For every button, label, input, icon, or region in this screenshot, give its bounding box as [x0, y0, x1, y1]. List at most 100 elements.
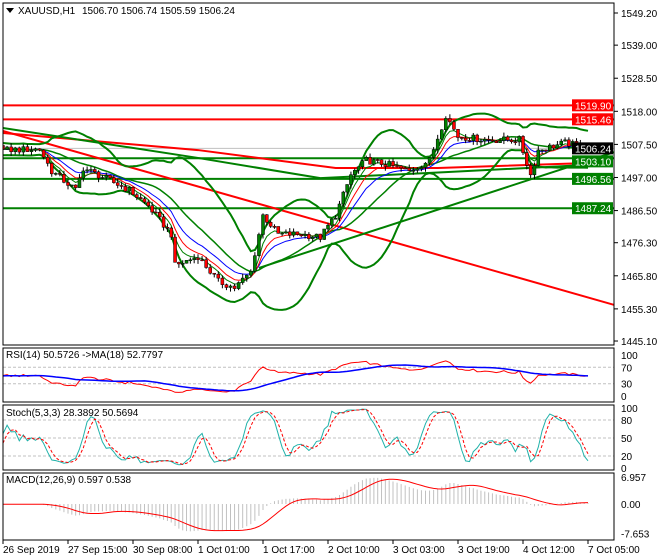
candle-body: [54, 173, 58, 175]
candle-body: [180, 263, 185, 265]
candle-body: [119, 185, 124, 187]
candle-body: [345, 184, 349, 193]
long-moving-average: [3, 132, 589, 170]
candle-body: [45, 156, 50, 164]
candle-body: [41, 149, 46, 158]
candle-body: [13, 147, 17, 152]
candle-body: [188, 259, 193, 262]
candle-body: [184, 260, 189, 264]
candle-body: [173, 236, 177, 263]
candle-body: [154, 211, 158, 214]
candle-body: [5, 146, 9, 150]
candle-body: [353, 170, 357, 175]
price-axis: 1549.20 1539.00 1528.50 1518.00 1507.50 1497.…: [572, 9, 658, 541]
dropdown-triangle-icon[interactable]: [6, 8, 14, 13]
price-tick-label: 1445.10: [621, 337, 658, 348]
candle-body: [498, 140, 502, 143]
candle-body: [555, 144, 560, 149]
candle-body: [161, 216, 166, 228]
candle-body: [314, 233, 319, 238]
macd-axis-label: 0.00: [621, 500, 641, 511]
candle-body: [456, 128, 460, 138]
candle-body: [307, 233, 311, 239]
candle-body: [73, 184, 78, 188]
candle-body: [337, 203, 342, 219]
candle-body: [544, 149, 548, 152]
candle-body: [372, 159, 376, 165]
candle-body: [407, 167, 411, 171]
price-tick-label: 1549.20: [621, 9, 658, 20]
candle-body: [240, 277, 245, 283]
stoch-label: Stoch(5,3,3) 28.3892 50.5694: [6, 408, 139, 419]
candle-body: [108, 175, 112, 179]
candle-body: [112, 177, 116, 183]
price-tick-label: 1507.50: [621, 140, 658, 151]
candle-body: [435, 138, 440, 150]
time-axis: 26 Sep 2019 27 Sep 15:00 30 Sep 08:00 1 Oct…: [2, 540, 640, 556]
candle-body: [548, 144, 552, 151]
candle-body: [517, 136, 521, 143]
time-tick-label: 1 Oct 17:00: [263, 545, 315, 556]
time-tick-label: 26 Sep 2019: [3, 545, 60, 556]
candle-body: [411, 170, 416, 172]
candle-body: [17, 147, 21, 153]
candle-body: [253, 255, 257, 272]
candle-body: [93, 169, 97, 173]
macd-axis-label: -7.653: [621, 530, 650, 541]
candle-body: [318, 233, 323, 240]
price-tick-label: 1476.30: [621, 239, 658, 250]
macd-frame: [2, 472, 615, 541]
candle-body: [532, 165, 537, 176]
candle-body: [360, 160, 365, 167]
candle-body: [419, 167, 424, 170]
candle-body: [525, 152, 529, 166]
candle-body: [272, 226, 277, 228]
stoch-panel[interactable]: [3, 408, 614, 466]
price-panel[interactable]: [2, 104, 615, 311]
candle-body: [200, 259, 204, 261]
price-tick-label: 1539.00: [621, 41, 658, 52]
candle-body: [146, 201, 151, 206]
candle-body: [265, 214, 269, 223]
candle-body: [77, 177, 82, 188]
macd-panel[interactable]: [3, 477, 589, 532]
candle-body: [375, 159, 380, 161]
stoch-axis-label: 50: [621, 434, 633, 445]
candle-body: [310, 236, 315, 239]
time-tick-label: 4 Oct 12:00: [523, 545, 575, 556]
candle-body: [127, 186, 131, 192]
rsi-frame: [2, 347, 615, 403]
candle-body: [479, 140, 483, 143]
candle-body: [483, 139, 487, 142]
price-level-tag-label: 1506.24: [575, 144, 612, 155]
time-tick-label: 2 Oct 10:00: [328, 545, 380, 556]
candle-body: [559, 140, 563, 145]
price-level-tag-label: 1519.90: [575, 101, 612, 112]
stoch-axis-label: 100: [621, 404, 638, 415]
long-moving-average: [3, 127, 589, 180]
candle-body: [490, 139, 495, 142]
price-tick-label: 1497.00: [621, 173, 658, 184]
rsi-panel[interactable]: [3, 360, 614, 393]
candle-body: [475, 134, 479, 142]
chart-title: XAUUSD,H1: [18, 6, 76, 17]
candle-body: [567, 139, 571, 147]
candle-body: [245, 274, 249, 279]
candle-body: [399, 165, 403, 169]
candle-body: [288, 231, 292, 236]
candle-body: [322, 228, 326, 240]
candle-body: [165, 226, 170, 229]
candle-body: [423, 162, 428, 168]
candle-body: [29, 150, 34, 152]
candle-body: [115, 182, 120, 186]
price-level-tag: [572, 155, 613, 168]
price-level-tag: [572, 142, 613, 155]
price-level-tag-label: 1503.10: [575, 157, 612, 168]
candle-body: [368, 157, 372, 165]
candle-body: [150, 205, 154, 213]
candle-body: [104, 175, 108, 178]
candle-body: [460, 137, 464, 139]
candle-body: [427, 157, 432, 164]
candle-body: [50, 163, 54, 175]
macd-label: MACD(12,26,9) 0.597 0.538: [6, 475, 132, 486]
